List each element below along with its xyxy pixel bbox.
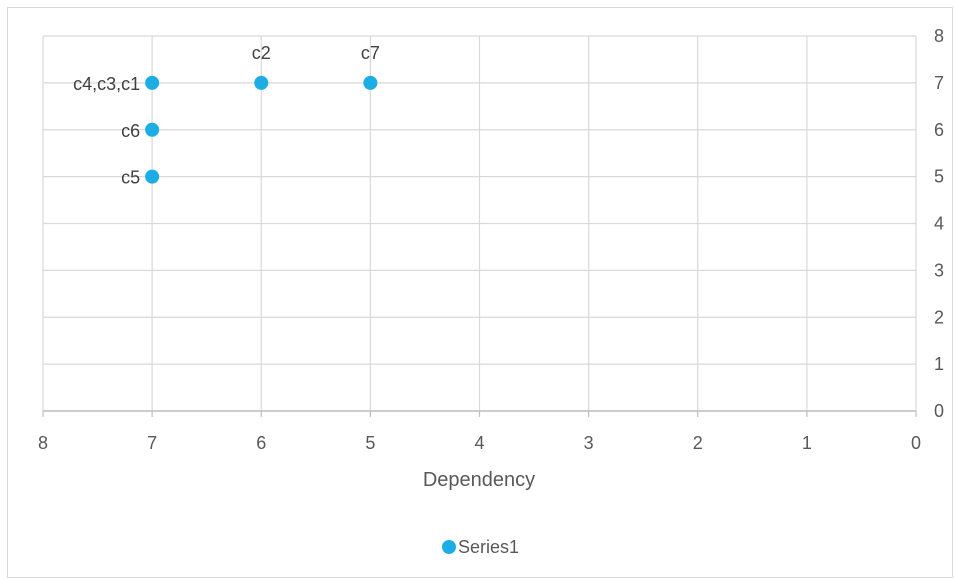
x-tick-label-3: 3 [584,433,594,453]
data-point-c7 [363,75,378,90]
data-point-c6 [145,122,160,137]
data-labels: c4,c3,c1 c2 c7 c6 c5 [73,43,380,188]
data-points [145,75,378,184]
legend: Series1 [442,537,519,557]
x-tick-label-2: 2 [693,433,703,453]
data-point-c4-c3-c1 [145,75,160,90]
data-label-c4-c3-c1: c4,c3,c1 [73,74,140,94]
data-label-c5: c5 [121,168,140,188]
x-axis-title: Dependency [423,469,535,491]
x-tick-label-0: 0 [911,433,921,453]
data-point-c2 [254,75,269,90]
gridlines [42,35,917,417]
x-axis-tick-labels: 8 7 6 5 4 3 2 1 0 [38,433,921,453]
data-label-c2: c2 [252,43,271,63]
x-tick-label-5: 5 [365,433,375,453]
data-label-c6: c6 [121,121,140,141]
y-axis-tick-labels: 0 1 2 3 4 5 6 7 8 [934,26,944,421]
y-tick-label-6: 6 [934,120,944,140]
x-tick-label-4: 4 [474,433,484,453]
y-tick-label-3: 3 [934,260,944,280]
x-tick-label-6: 6 [256,433,266,453]
legend-marker-series1 [442,540,456,554]
y-tick-label-1: 1 [934,354,944,374]
x-tick-label-8: 8 [38,433,48,453]
y-tick-label-0: 0 [934,401,944,421]
y-tick-label-2: 2 [934,307,944,327]
y-tick-label-7: 7 [934,73,944,93]
legend-label-series1: Series1 [458,537,519,557]
data-label-c7: c7 [361,43,380,63]
x-tick-label-7: 7 [147,433,157,453]
y-tick-label-8: 8 [934,26,944,46]
x-tick-label-1: 1 [802,433,812,453]
y-tick-label-4: 4 [934,214,944,234]
y-tick-label-5: 5 [934,167,944,187]
data-point-c5 [145,169,160,184]
